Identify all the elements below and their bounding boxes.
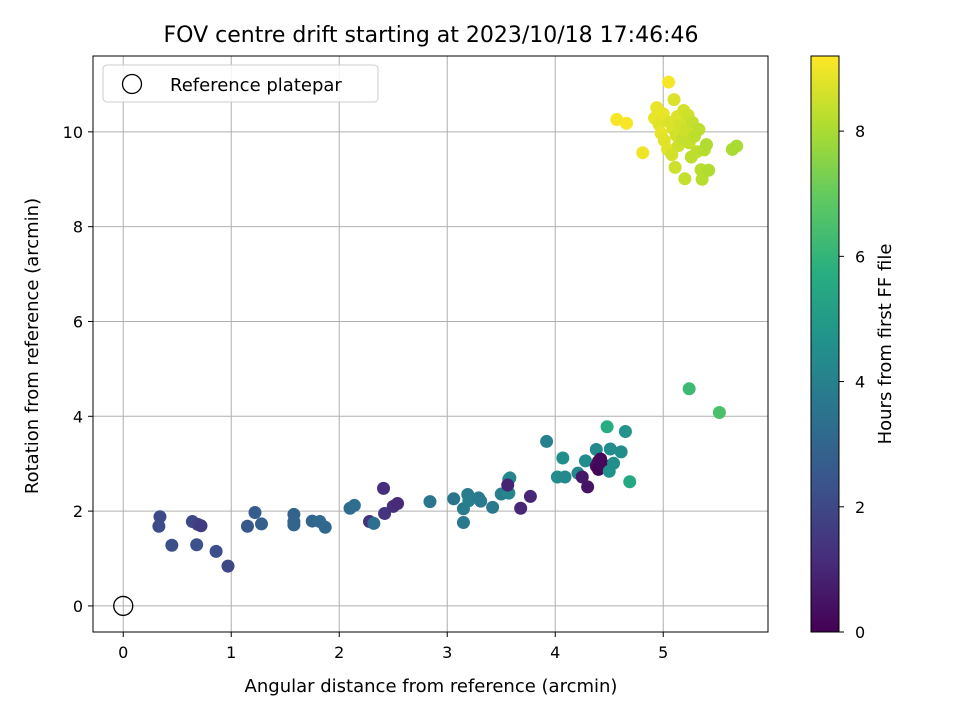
- reference-point-layer: [113, 595, 134, 617]
- data-point: [603, 442, 617, 456]
- data-point: [347, 498, 361, 512]
- data-point: [695, 172, 709, 186]
- data-point: [153, 510, 167, 524]
- colorbar: 0 2 4 6 8 Hours from first FF file: [810, 55, 896, 642]
- data-point: [540, 434, 554, 448]
- legend-box: [102, 64, 379, 103]
- data-point: [221, 559, 235, 573]
- legend-label-reference: Reference platepar: [170, 75, 342, 96]
- data-point: [558, 470, 572, 484]
- y-axis-label: Rotation from reference (arcmin): [22, 198, 43, 494]
- data-point: [712, 406, 726, 420]
- data-point: [377, 481, 391, 495]
- data-point: [194, 519, 208, 533]
- colorbar-ticks: 0 2 4 6 8: [839, 122, 865, 642]
- x-tick-label: 1: [226, 643, 236, 662]
- data-point: [456, 515, 470, 529]
- x-axis-label: Angular distance from reference (arcmin): [245, 676, 618, 697]
- colorbar-tick-label: 8: [855, 122, 865, 141]
- data-point: [581, 480, 595, 494]
- data-point: [618, 424, 632, 438]
- data-point: [623, 475, 637, 489]
- data-point: [240, 519, 254, 533]
- data-point: [514, 501, 528, 515]
- data-point: [523, 489, 537, 503]
- data-point: [209, 544, 223, 558]
- data-point: [600, 420, 614, 434]
- y-tick-label: 10: [63, 123, 83, 142]
- data-point: [620, 116, 634, 130]
- colorbar-label: Hours from first FF file: [875, 244, 896, 445]
- data-point: [702, 163, 716, 177]
- y-tick-label: 6: [73, 312, 83, 331]
- data-point: [667, 93, 681, 107]
- data-point: [474, 494, 488, 508]
- x-tick-label: 3: [442, 643, 452, 662]
- data-point: [152, 519, 166, 533]
- x-tick-label: 2: [334, 643, 344, 662]
- data-point: [318, 520, 332, 534]
- y-axis-ticks: 0 2 4 6 8 10: [63, 123, 93, 616]
- data-point: [254, 517, 268, 531]
- data-point: [665, 148, 679, 162]
- data-point: [378, 506, 392, 520]
- y-tick-label: 4: [73, 407, 83, 426]
- y-tick-label: 2: [73, 502, 83, 521]
- x-tick-label: 5: [658, 643, 668, 662]
- data-point: [287, 518, 301, 532]
- colorbar-tick-label: 2: [855, 498, 865, 517]
- data-point: [190, 538, 204, 552]
- y-tick-label: 0: [73, 597, 83, 616]
- x-tick-label: 4: [550, 643, 560, 662]
- y-tick-label: 8: [73, 218, 83, 237]
- data-point: [682, 382, 696, 396]
- data-point: [165, 538, 179, 552]
- colorbar-tick-label: 0: [855, 623, 865, 642]
- data-point: [668, 160, 682, 174]
- data-point: [391, 497, 405, 511]
- colorbar-tick-label: 4: [855, 373, 865, 392]
- data-point: [248, 506, 262, 520]
- data-point: [699, 138, 713, 152]
- data-point: [556, 451, 570, 465]
- data-point: [607, 456, 621, 470]
- data-point: [730, 139, 744, 153]
- data-point: [662, 75, 676, 89]
- plot-area-frame: [92, 55, 769, 633]
- data-point: [501, 478, 515, 492]
- data-point: [367, 516, 381, 530]
- data-point: [575, 470, 589, 484]
- colorbar-gradient: [810, 55, 840, 633]
- data-point: [447, 492, 461, 506]
- reference-platepar-point: [113, 595, 134, 617]
- data-point: [423, 495, 437, 509]
- chart-title: FOV centre drift starting at 2023/10/18 …: [164, 23, 699, 48]
- data-point: [678, 172, 692, 186]
- x-tick-label: 0: [118, 643, 128, 662]
- data-points: [152, 75, 744, 573]
- x-axis-ticks: 0 1 2 3 4 5: [118, 632, 668, 662]
- data-point: [614, 445, 628, 459]
- legend: Reference platepar: [102, 64, 379, 103]
- colorbar-tick-label: 6: [855, 247, 865, 266]
- data-point: [486, 500, 500, 514]
- legend-marker-reference: [121, 73, 143, 95]
- data-point: [578, 454, 592, 468]
- data-point: [636, 146, 650, 160]
- data-point: [692, 122, 706, 136]
